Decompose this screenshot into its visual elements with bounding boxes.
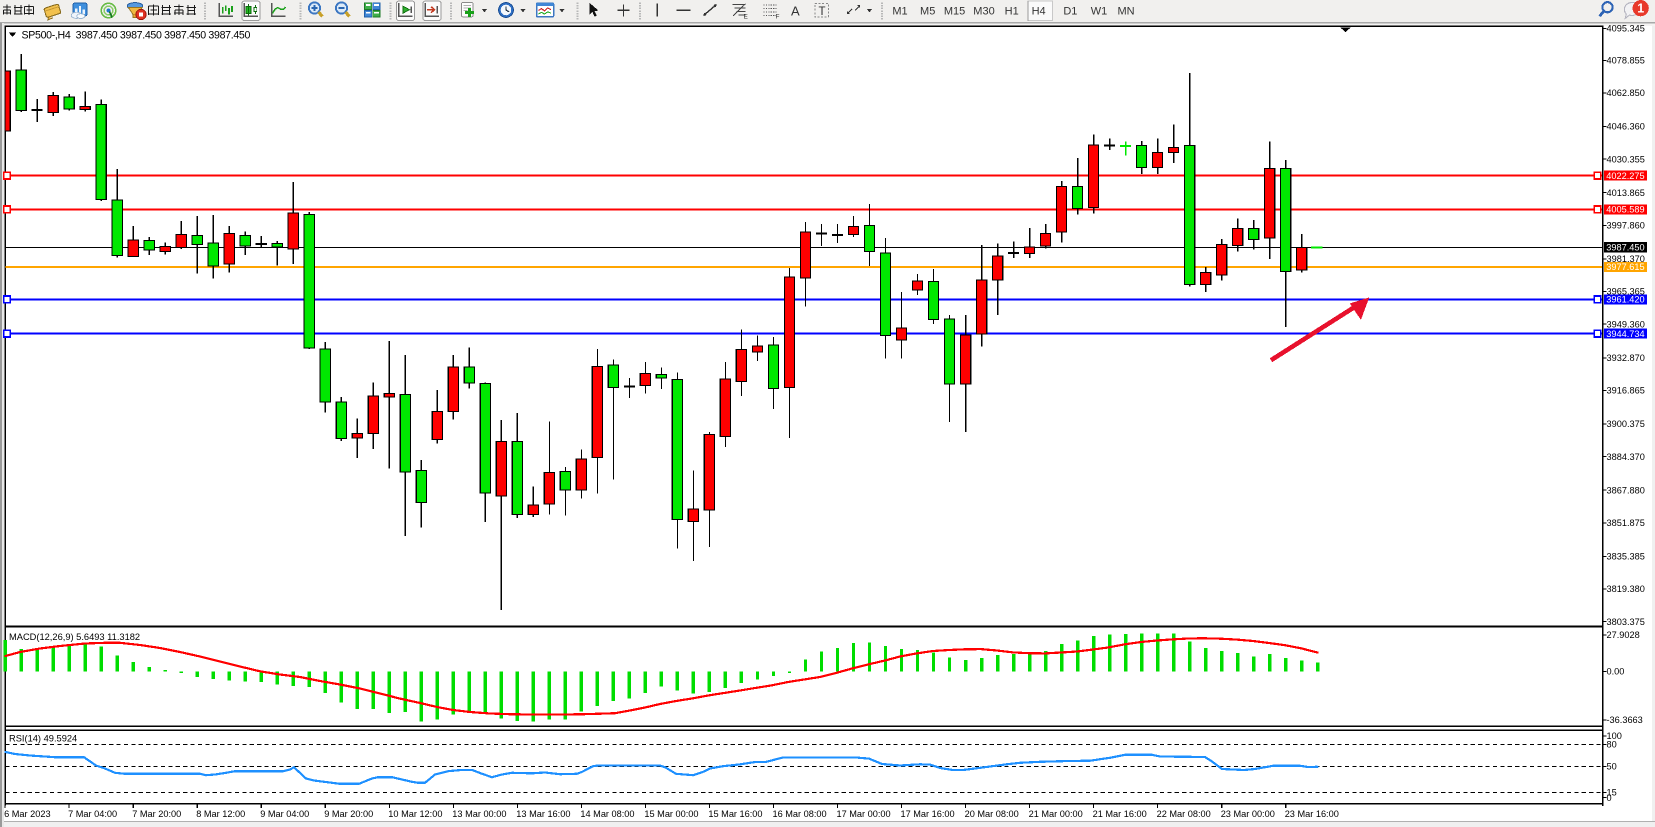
svg-text:50: 50: [1607, 762, 1617, 772]
svg-text:6 Mar 2023: 6 Mar 2023: [4, 809, 50, 819]
svg-text:3819.380: 3819.380: [1607, 584, 1645, 594]
svg-text:14 Mar 08:00: 14 Mar 08:00: [580, 809, 634, 819]
svg-text:80: 80: [1607, 740, 1617, 750]
svg-text:20 Mar 08:00: 20 Mar 08:00: [965, 809, 1019, 819]
svg-text:3803.375: 3803.375: [1607, 617, 1645, 627]
svg-text:4078.855: 4078.855: [1607, 56, 1645, 66]
svg-text:H1: H1: [1005, 5, 1019, 17]
svg-text:T: T: [819, 6, 826, 18]
svg-text:RSI(14) 49.5924: RSI(14) 49.5924: [9, 734, 77, 744]
svg-text:3867.880: 3867.880: [1607, 485, 1645, 495]
svg-text:4030.355: 4030.355: [1607, 154, 1645, 164]
svg-text:4046.360: 4046.360: [1607, 122, 1645, 132]
svg-text:7 Mar 04:00: 7 Mar 04:00: [68, 809, 117, 819]
svg-text:4095.345: 4095.345: [1607, 24, 1645, 34]
svg-text:E: E: [744, 14, 749, 21]
svg-text:9 Mar 20:00: 9 Mar 20:00: [324, 809, 373, 819]
svg-text:3961.420: 3961.420: [1606, 295, 1644, 305]
svg-text:23 Mar 16:00: 23 Mar 16:00: [1285, 809, 1339, 819]
svg-text:3835.385: 3835.385: [1607, 552, 1645, 562]
svg-text:3944.734: 3944.734: [1606, 329, 1644, 339]
svg-text:15 Mar 00:00: 15 Mar 00:00: [644, 809, 698, 819]
svg-text:27.9028: 27.9028: [1607, 630, 1640, 640]
svg-text:W1: W1: [1091, 5, 1108, 17]
svg-text:4022.275: 4022.275: [1606, 171, 1644, 181]
svg-text:3884.370: 3884.370: [1607, 452, 1645, 462]
svg-text:10 Mar 12:00: 10 Mar 12:00: [388, 809, 442, 819]
svg-text:1: 1: [1637, 1, 1644, 15]
svg-text:17 Mar 16:00: 17 Mar 16:00: [901, 809, 955, 819]
svg-text:4013.865: 4013.865: [1607, 188, 1645, 198]
svg-text:H4: H4: [1032, 5, 1046, 17]
svg-text:MACD(12,26,9) 5.6493 11.3182: MACD(12,26,9) 5.6493 11.3182: [9, 632, 140, 642]
svg-text:15 Mar 16:00: 15 Mar 16:00: [708, 809, 762, 819]
svg-text:4005.589: 4005.589: [1606, 205, 1644, 215]
svg-text:M30: M30: [973, 5, 994, 17]
svg-text:3987.450: 3987.450: [1606, 243, 1644, 253]
svg-text:D1: D1: [1063, 5, 1077, 17]
svg-text:3851.875: 3851.875: [1607, 518, 1645, 528]
svg-text:13 Mar 16:00: 13 Mar 16:00: [516, 809, 570, 819]
svg-text:4062.850: 4062.850: [1607, 88, 1645, 98]
svg-text:3916.865: 3916.865: [1607, 386, 1645, 396]
svg-text:100: 100: [1607, 731, 1622, 741]
svg-text:3900.375: 3900.375: [1607, 419, 1645, 429]
svg-text:21 Mar 16:00: 21 Mar 16:00: [1093, 809, 1147, 819]
svg-text:3932.870: 3932.870: [1607, 353, 1645, 363]
svg-text:16 Mar 08:00: 16 Mar 08:00: [773, 809, 827, 819]
svg-text:3997.860: 3997.860: [1607, 221, 1645, 231]
svg-text:9 Mar 04:00: 9 Mar 04:00: [260, 809, 309, 819]
svg-text:-36.3663: -36.3663: [1607, 715, 1643, 725]
svg-text:SP500-,H4 3987.450 3987.450 3: SP500-,H4 3987.450 3987.450 3987.450 398…: [22, 29, 251, 41]
svg-text:3977.615: 3977.615: [1606, 262, 1644, 272]
svg-text:7 Mar 20:00: 7 Mar 20:00: [132, 809, 181, 819]
svg-text:15: 15: [1607, 788, 1617, 798]
svg-text:M15: M15: [944, 5, 965, 17]
svg-text:3981.370: 3981.370: [1607, 254, 1645, 264]
svg-text:0: 0: [1607, 793, 1612, 803]
svg-text:M5: M5: [920, 5, 935, 17]
svg-text:A: A: [791, 3, 800, 18]
svg-text:22 Mar 08:00: 22 Mar 08:00: [1157, 809, 1211, 819]
svg-text:21 Mar 00:00: 21 Mar 00:00: [1029, 809, 1083, 819]
svg-text:F: F: [776, 14, 780, 21]
svg-text:17 Mar 00:00: 17 Mar 00:00: [837, 809, 891, 819]
svg-text:13 Mar 00:00: 13 Mar 00:00: [452, 809, 506, 819]
svg-text:8 Mar 12:00: 8 Mar 12:00: [196, 809, 245, 819]
svg-text:3965.365: 3965.365: [1607, 287, 1645, 297]
svg-text:MN: MN: [1117, 5, 1134, 17]
svg-text:0.00: 0.00: [1607, 667, 1625, 677]
svg-text:23 Mar 00:00: 23 Mar 00:00: [1221, 809, 1275, 819]
svg-text:3949.360: 3949.360: [1607, 319, 1645, 329]
svg-text:M1: M1: [892, 5, 907, 17]
